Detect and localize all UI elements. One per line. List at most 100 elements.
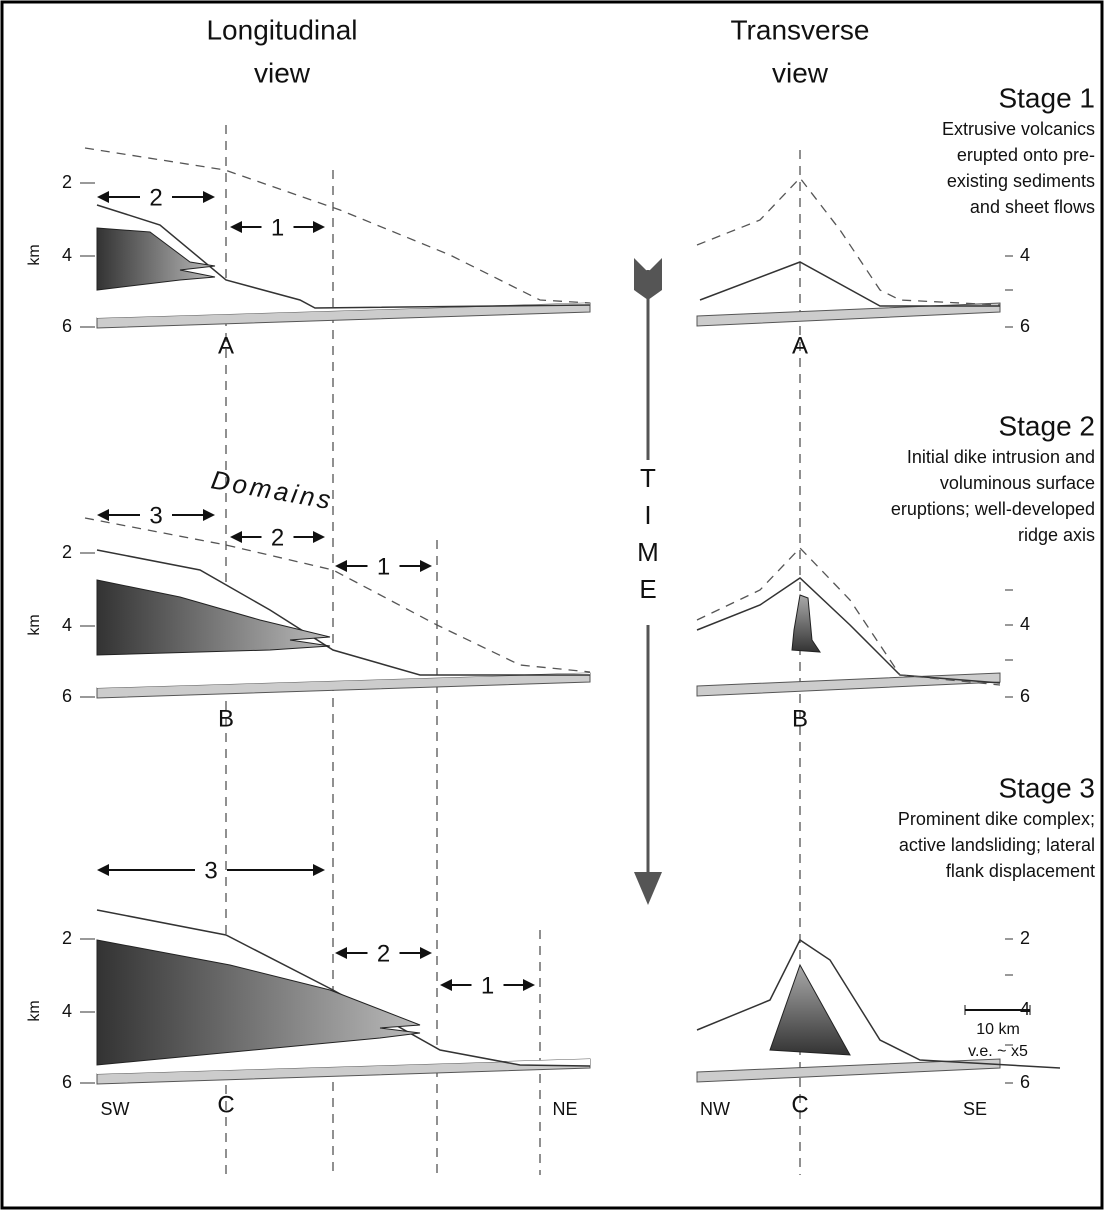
arrow-head <box>230 531 242 543</box>
pre-surface <box>84 517 591 673</box>
stage-description: Extrusive volcanics <box>942 119 1095 139</box>
depth-tick-label: 2 <box>62 928 72 948</box>
transverse-tick-label: 6 <box>1020 1072 1030 1092</box>
stage-description: eruptions; well-developed <box>891 499 1095 519</box>
stage-description: active landsliding; lateral <box>899 835 1095 855</box>
arrow-head <box>335 560 347 572</box>
intrusive-body <box>96 939 421 1066</box>
scale-length: 10 km <box>976 1021 1020 1038</box>
stage-description: voluminous surface <box>940 473 1095 493</box>
arrow-head <box>313 531 325 543</box>
stage-title: Stage 3 <box>998 772 1095 803</box>
header: Transverse <box>730 14 869 45</box>
arrow-head <box>230 221 242 233</box>
domain-number: 3 <box>204 857 217 884</box>
depth-tick-label: 6 <box>62 686 72 706</box>
arrow-head <box>313 221 325 233</box>
stage-title: Stage 1 <box>998 82 1095 113</box>
arrow-head <box>420 560 432 572</box>
flank <box>97 205 590 318</box>
section-marker: A <box>792 332 808 359</box>
arrow-head <box>420 947 432 959</box>
domain-number: 2 <box>377 940 390 967</box>
arrow-head <box>335 947 347 959</box>
time-letter: T <box>640 463 656 493</box>
intrusive-body <box>96 579 331 656</box>
stage-title: Stage 2 <box>998 410 1095 441</box>
arrow-head <box>97 864 109 876</box>
ridge-surface <box>699 261 1000 307</box>
transverse-tick-label: 4 <box>1020 999 1030 1019</box>
arrow-head <box>634 872 662 905</box>
ridge-surface <box>696 577 1001 684</box>
domain-number: 2 <box>271 524 284 551</box>
pre-surface <box>84 147 591 304</box>
arrow-head <box>440 979 452 991</box>
depth-tick-label: 4 <box>62 1001 72 1021</box>
depth-tick-label: 6 <box>62 1072 72 1092</box>
time-letter: E <box>639 574 656 604</box>
direction: SW <box>101 1099 130 1119</box>
stage-description: flank displacement <box>946 861 1095 881</box>
transverse-tick-label: 6 <box>1020 686 1030 706</box>
stage-description: Prominent dike complex; <box>898 809 1095 829</box>
domain-number: 1 <box>377 553 390 580</box>
domain-number: 1 <box>271 214 284 241</box>
time-letter: I <box>644 500 651 530</box>
dike <box>769 963 851 1056</box>
depth-unit: km <box>26 244 43 265</box>
time-letter: M <box>637 537 659 567</box>
domain-number: 3 <box>149 502 162 529</box>
arrow-head <box>313 864 325 876</box>
dike <box>791 594 821 653</box>
header: view <box>772 57 829 88</box>
intrusive-body <box>96 227 216 291</box>
section-marker: A <box>218 332 234 359</box>
arrow-head <box>523 979 535 991</box>
transverse-tick-label: 6 <box>1020 316 1030 336</box>
transverse-tick-label: 4 <box>1020 614 1030 634</box>
basement <box>696 302 1001 327</box>
depth-unit: km <box>26 614 43 635</box>
arrow-feather <box>634 258 662 300</box>
stage-description: existing sediments <box>947 171 1095 191</box>
transverse-tick-label: 4 <box>1020 245 1030 265</box>
section-marker: B <box>218 705 234 732</box>
depth-unit: km <box>26 1000 43 1021</box>
flank <box>97 550 590 688</box>
depth-tick-label: 4 <box>62 245 72 265</box>
direction: NW <box>700 1099 730 1119</box>
depth-tick-label: 6 <box>62 316 72 336</box>
header: Longitudinal <box>206 14 357 45</box>
domain-number: 2 <box>149 184 162 211</box>
stage-description: erupted onto pre- <box>957 145 1095 165</box>
direction: SE <box>963 1099 987 1119</box>
depth-tick-label: 2 <box>62 172 72 192</box>
basement <box>696 1058 1001 1083</box>
direction: NE <box>552 1099 577 1119</box>
domain-number: 1 <box>481 972 494 999</box>
stage-description: ridge axis <box>1018 525 1095 545</box>
arrow-head <box>203 191 215 203</box>
arrow-head <box>97 509 109 521</box>
depth-tick-label: 4 <box>62 615 72 635</box>
depth-tick-label: 2 <box>62 542 72 562</box>
header: view <box>254 57 311 88</box>
surface <box>96 204 591 309</box>
arrow-head <box>203 509 215 521</box>
transverse-tick-label: 2 <box>1020 928 1030 948</box>
ridge-surface <box>696 938 1061 1069</box>
stage-description: Initial dike intrusion and <box>907 447 1095 467</box>
section-marker: C <box>791 1091 808 1118</box>
pre-ridge <box>696 177 1001 306</box>
basement <box>696 672 1001 697</box>
stage-description: and sheet flows <box>970 197 1095 217</box>
section-marker: C <box>217 1091 234 1118</box>
domains-label: Domains <box>209 464 336 515</box>
section-marker: B <box>792 705 808 732</box>
pre-ridge <box>696 547 1001 686</box>
arrow-head <box>97 191 109 203</box>
scale-exaggeration: v.e. ~ x5 <box>968 1043 1028 1060</box>
